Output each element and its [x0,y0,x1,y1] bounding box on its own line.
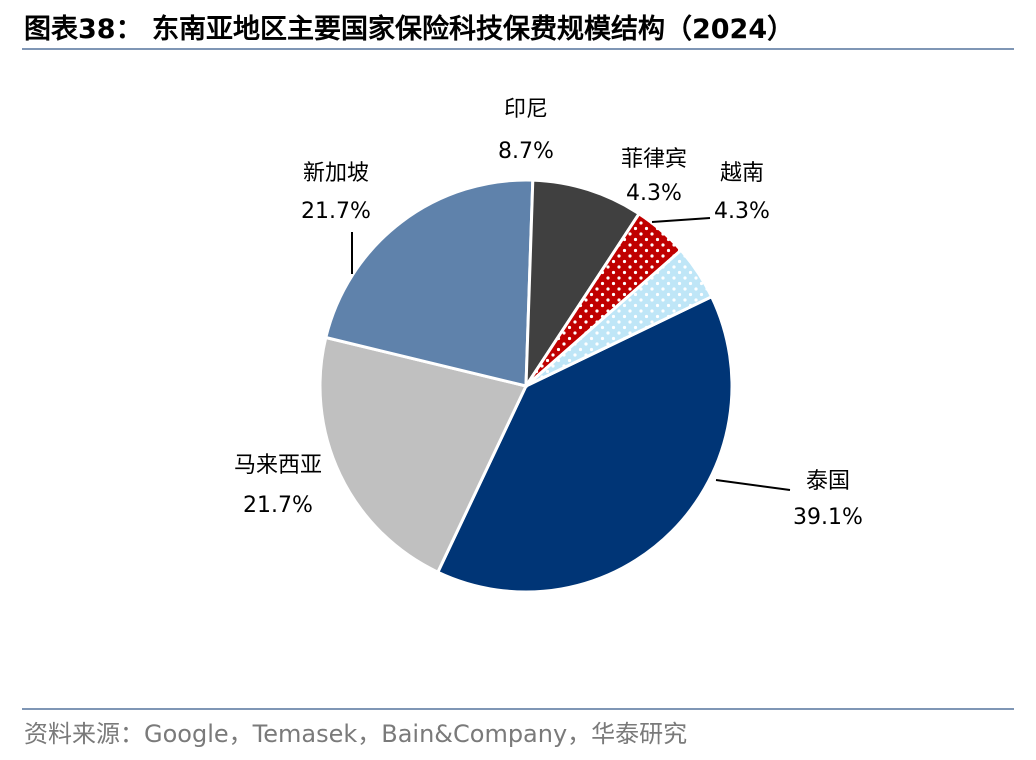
slice-name-label-4: 印尼 [504,97,548,122]
page-title: 图表38： 东南亚地区主要国家保险科技保费规模结构（2024） [24,14,795,45]
slice-value-label-1: 39.1% [793,505,863,530]
slice-value-label-5: 4.3% [626,181,682,206]
slice-name-label-2: 马来西亚 [234,453,322,478]
pie-slice-3 [323,178,535,388]
slice-value-label-2: 21.7% [243,493,313,518]
pie-slice-6 [525,248,714,388]
slice-value-label-6: 4.3% [714,199,770,224]
source-note: 资料来源：Google，Temasek，Bain&Company，华泰研究 [24,720,688,748]
slice-value-label-3: 21.7% [301,199,371,224]
slice-name-label-5: 菲律宾 [621,147,687,172]
slice-name-label-3: 新加坡 [303,161,369,186]
leader-line-6 [651,217,711,223]
leader-line-1 [715,479,791,491]
pie-chart: 泰国 39.1% 马来西亚 21.7% 新加坡 21.7% 印尼 8.7% 菲律宾 4.3% 越南 4… [234,97,863,594]
slice-name-label-1: 泰国 [806,469,850,494]
title-divider [22,48,1014,50]
source-divider [22,708,1014,710]
pie-slice-2 [318,335,529,575]
pie-slice-4 [524,178,642,392]
slice-name-label-6: 越南 [720,161,764,186]
pie-slice-1 [435,294,734,594]
slice-value-label-4: 8.7% [498,139,554,164]
